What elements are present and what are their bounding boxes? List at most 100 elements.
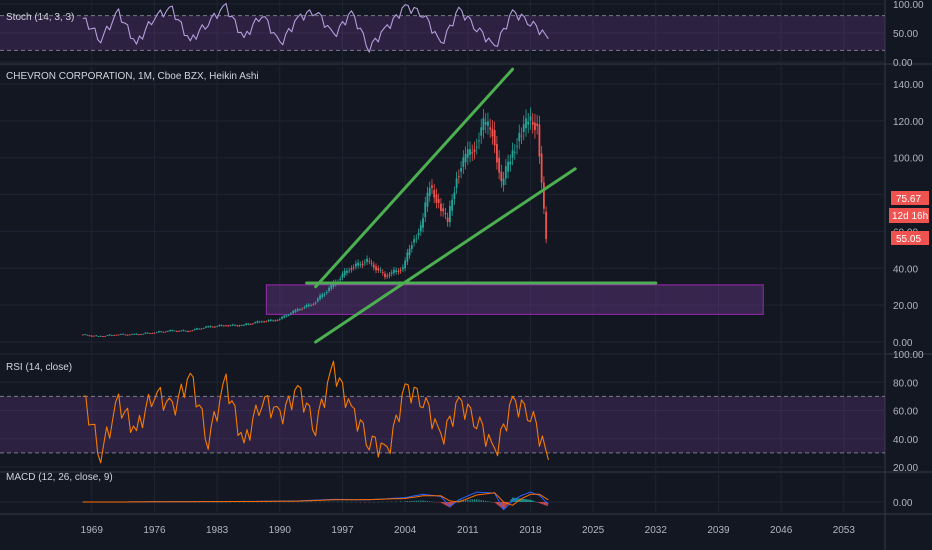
candle-body[interactable] [453, 192, 456, 200]
candle-body[interactable] [151, 333, 154, 334]
macd-histogram-bar[interactable] [464, 499, 467, 502]
candle-body[interactable] [86, 334, 89, 336]
macd-histogram-bar[interactable] [400, 501, 402, 502]
candle-body[interactable] [283, 315, 286, 318]
macd-histogram-bar[interactable] [498, 502, 500, 507]
macd-histogram-bar[interactable] [505, 502, 507, 507]
macd-histogram-bar[interactable] [220, 501, 223, 503]
macd-histogram-bar[interactable] [467, 499, 469, 502]
candle-body[interactable] [106, 335, 109, 336]
macd-histogram-bar[interactable] [377, 501, 379, 503]
macd-histogram-bar[interactable] [441, 502, 443, 504]
candle-body[interactable] [509, 161, 512, 165]
candle-body[interactable] [290, 313, 292, 315]
macd-histogram-bar[interactable] [337, 501, 339, 503]
macd-histogram-bar[interactable] [524, 499, 526, 502]
macd-histogram-bar[interactable] [426, 501, 429, 502]
macd-histogram-bar[interactable] [435, 502, 438, 503]
macd-histogram-bar[interactable] [359, 502, 361, 503]
candle-body[interactable] [196, 328, 198, 330]
macd-histogram-bar[interactable] [532, 500, 534, 502]
candle-body[interactable] [310, 305, 313, 306]
candle-body[interactable] [169, 330, 172, 332]
drawings-layer[interactable] [305, 67, 658, 344]
candle-body[interactable] [158, 331, 160, 333]
candle-body[interactable] [321, 294, 324, 298]
candle-body[interactable] [184, 330, 187, 332]
candle-body[interactable] [93, 335, 95, 337]
candle-body[interactable] [272, 320, 274, 322]
candle-body[interactable] [124, 334, 127, 336]
macd-histogram-bar[interactable] [207, 501, 209, 503]
candle-body[interactable] [234, 324, 236, 326]
candle-body[interactable] [229, 325, 232, 327]
candle-body[interactable] [220, 325, 223, 326]
candle-body[interactable] [108, 334, 111, 336]
macd-histogram-bar[interactable] [458, 499, 460, 502]
candle-body[interactable] [299, 309, 301, 311]
candle-body[interactable] [397, 271, 400, 272]
candle-body[interactable] [495, 143, 498, 163]
candle-body[interactable] [225, 325, 227, 327]
macd-histogram-bar[interactable] [406, 501, 408, 502]
candle-body[interactable] [482, 118, 485, 131]
candle-body[interactable] [448, 206, 451, 223]
candle-body[interactable] [406, 252, 409, 262]
macd-histogram-bar[interactable] [516, 498, 518, 502]
macd-histogram-bar[interactable] [515, 498, 517, 502]
macd-histogram-bar[interactable] [501, 502, 504, 509]
candle-body[interactable] [205, 326, 207, 328]
rsi-line[interactable] [82, 360, 549, 464]
channel-upper-trendline[interactable] [314, 67, 515, 289]
macd-histogram-bar[interactable] [545, 502, 547, 506]
macd-histogram-bar[interactable] [265, 501, 267, 503]
candle-body[interactable] [140, 334, 142, 335]
macd-histogram-bar[interactable] [523, 498, 525, 502]
candle-body[interactable] [222, 325, 225, 327]
candle-body[interactable] [444, 213, 447, 215]
candle-body[interactable] [171, 330, 174, 331]
candle-body[interactable] [354, 263, 357, 267]
candle-body[interactable] [312, 304, 315, 306]
candle-body[interactable] [81, 334, 84, 336]
macd-histogram-bar[interactable] [462, 499, 464, 502]
macd-histogram-bar[interactable] [537, 502, 539, 503]
macd-histogram-bar[interactable] [328, 501, 330, 503]
candle-body[interactable] [180, 330, 183, 332]
macd-histogram-bar[interactable] [522, 498, 524, 502]
macd-histogram-bar[interactable] [471, 499, 473, 502]
macd-histogram-bar[interactable] [319, 501, 321, 503]
candle-body[interactable] [437, 199, 440, 203]
macd-histogram-bar[interactable] [508, 502, 510, 503]
candle-body[interactable] [426, 192, 429, 207]
candle-body[interactable] [191, 330, 194, 332]
macd-histogram-bar[interactable] [507, 502, 509, 504]
candle-body[interactable] [209, 326, 212, 328]
candle-body[interactable] [419, 225, 422, 232]
macd-histogram-bar[interactable] [364, 502, 366, 503]
candle-body[interactable] [258, 321, 261, 323]
macd-histogram-bar[interactable] [534, 501, 536, 502]
candle-body[interactable] [489, 127, 492, 130]
candle-body[interactable] [504, 166, 507, 179]
macd-histogram-bar[interactable] [243, 501, 245, 503]
candle-body[interactable] [142, 333, 145, 335]
macd-histogram-bar[interactable] [382, 501, 384, 503]
macd-histogram-bar[interactable] [443, 502, 445, 505]
macd-histogram-bar[interactable] [520, 498, 523, 502]
macd-histogram-bar[interactable] [411, 500, 413, 502]
macd-histogram-bar[interactable] [422, 500, 424, 502]
macd-histogram-bar[interactable] [440, 502, 442, 503]
macd-histogram-bar[interactable] [476, 499, 478, 502]
macd-histogram-bar[interactable] [346, 501, 348, 503]
candle-body[interactable] [455, 178, 458, 188]
candle-body[interactable] [368, 260, 371, 262]
macd-histogram-bar[interactable] [487, 501, 489, 502]
macd-histogram-bar[interactable] [306, 501, 308, 503]
candle-body[interactable] [245, 323, 248, 325]
macd-histogram-bar[interactable] [511, 497, 514, 502]
candle-body[interactable] [384, 273, 386, 278]
candle-body[interactable] [213, 326, 216, 328]
candle-body[interactable] [377, 268, 380, 271]
